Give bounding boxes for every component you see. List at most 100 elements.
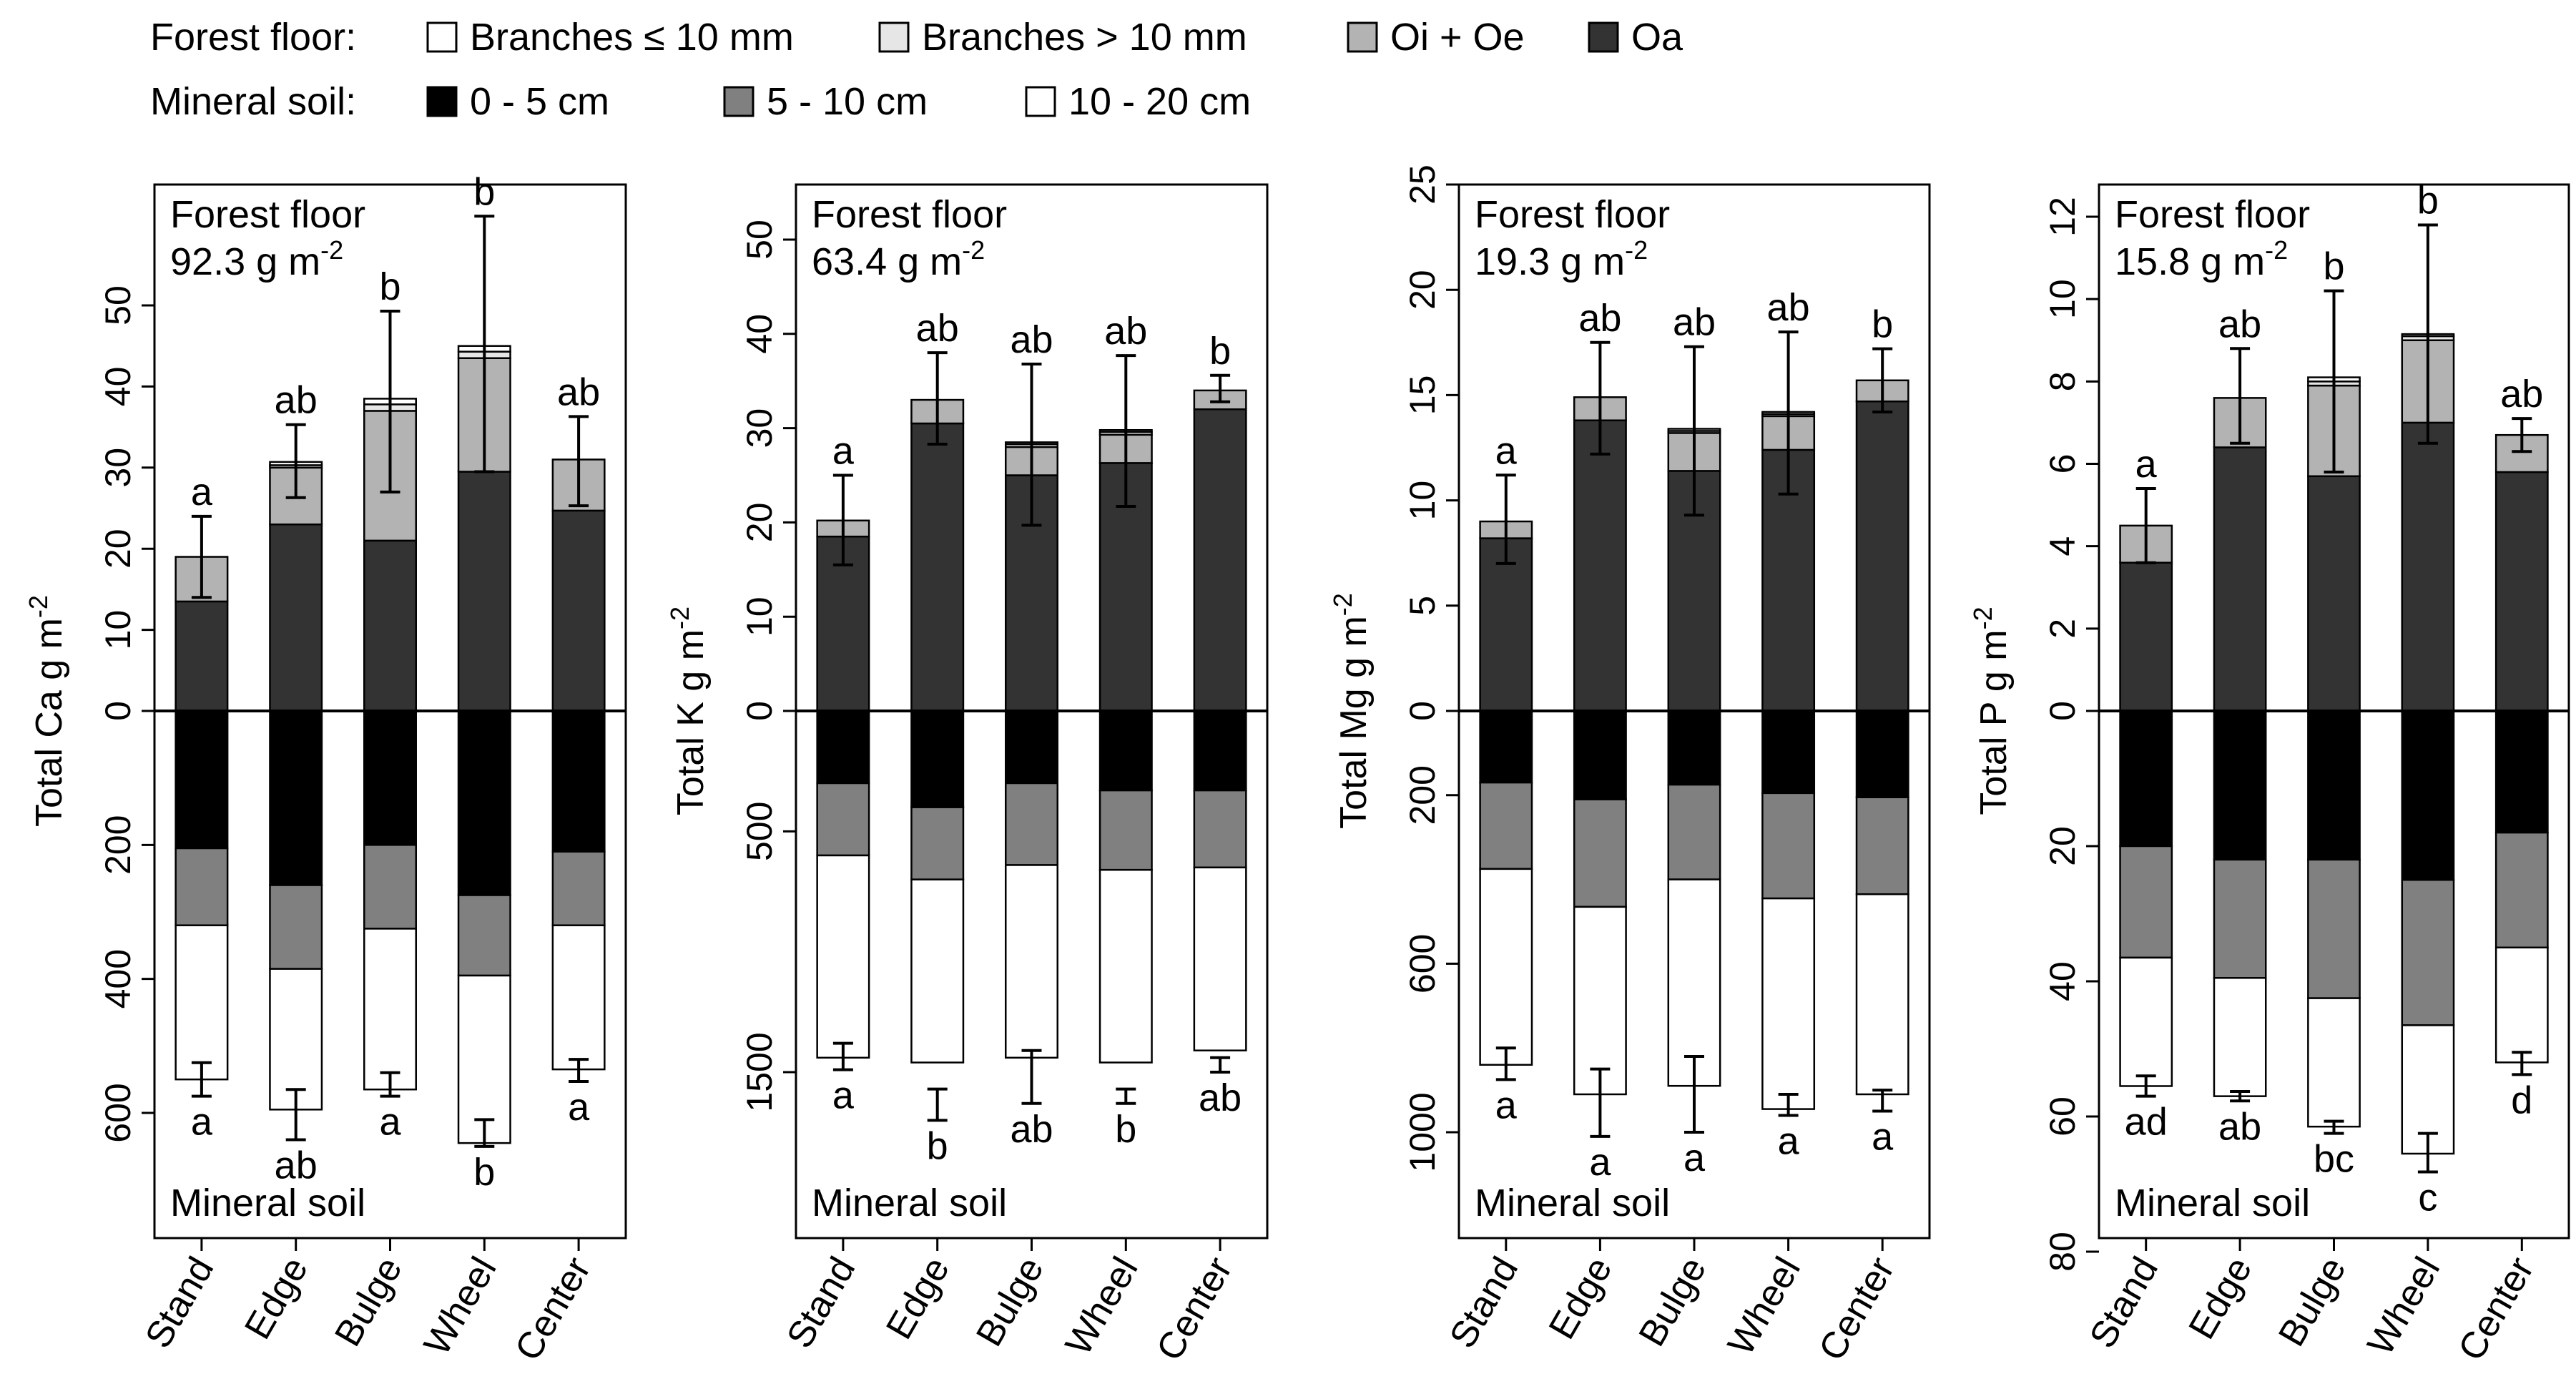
legend: Forest floor: Branches ≤ 10 mm Branches > …: [150, 16, 1683, 123]
category-label-stand: Stand: [779, 1250, 863, 1355]
panel-total-exp: -2: [1625, 235, 1648, 265]
sig-label-bottom: d: [2511, 1079, 2532, 1121]
panel-title-mineral-soil: Mineral soil: [170, 1182, 365, 1224]
legend-title-forest-floor: Forest floor:: [150, 16, 356, 59]
bar-bottom-0-5-cm-wheel: [1761, 710, 1816, 795]
category-label-edge: Edge: [2181, 1250, 2261, 1346]
panel-total: 19.3 g m-2: [1475, 235, 1648, 283]
bar-bottom-5-10-cm-stand: [2119, 845, 2173, 959]
bar-bottom-5-10-cm-wheel: [457, 894, 511, 977]
bar-bottom-5-10-cm-edge: [269, 884, 323, 970]
bar-bottom-10-20-cm-stand: [174, 924, 229, 1081]
bar-bottom-5-10-cm-center: [1855, 796, 1909, 895]
bar-top-oa-edge: [1573, 419, 1627, 712]
sig-label-top: ab: [1767, 286, 1810, 329]
bar-bottom-0-5-cm-center: [551, 710, 606, 853]
bar-bottom-10-20-cm-stand: [2119, 956, 2173, 1087]
y-tick-label-bottom: 60: [2042, 1096, 2083, 1137]
category-label-wheel: Wheel: [1720, 1250, 1809, 1363]
y-tick-label-top: 50: [98, 285, 138, 325]
panel-total-main: 19.3 g m: [1475, 240, 1625, 283]
sig-label-top: ab: [2500, 373, 2543, 416]
legend-label-forest-floor-0: Branches ≤ 10 mm: [470, 16, 794, 59]
panel-title-mineral-soil: Mineral soil: [2115, 1182, 2310, 1224]
bar-top-oa-stand: [1479, 537, 1533, 712]
sig-label-bottom: a: [568, 1086, 590, 1129]
y-tick-label-bottom: 20: [2042, 826, 2083, 866]
panel-title-mineral-soil: Mineral soil: [1475, 1182, 1670, 1224]
bar-bottom-10-20-cm-edge: [1573, 905, 1627, 1096]
bar-bottom-10-20-cm-bulge: [1005, 864, 1058, 1059]
bar-bottom-0-5-cm-center: [1193, 710, 1247, 792]
bar-bottom-10-20-cm-stand: [1479, 868, 1533, 1066]
y-axis-label-exp: -2: [1968, 607, 1997, 629]
sig-label-bottom: ab: [275, 1144, 318, 1187]
sig-label-bottom: b: [927, 1124, 948, 1167]
bar-bottom-5-10-cm-wheel: [1761, 792, 1816, 900]
bar-bottom-10-20-cm-bulge: [363, 928, 417, 1091]
category-label-center: Center: [507, 1250, 599, 1368]
bar-bottom-10-20-cm-wheel: [1098, 868, 1153, 1064]
sig-label-top: b: [473, 170, 495, 213]
sig-label-top: ab: [1578, 297, 1621, 340]
sig-label-top: ab: [2218, 303, 2261, 345]
sig-label-top: ab: [275, 379, 318, 422]
y-tick-label-top: 10: [2042, 279, 2083, 319]
sig-label-top: b: [379, 265, 400, 308]
y-axis-label-exp: -2: [1328, 593, 1357, 616]
bar-bottom-10-20-cm-center: [1855, 893, 1909, 1096]
bar-top-oa-edge: [269, 523, 323, 712]
bar-bottom-0-5-cm-center: [2494, 710, 2549, 834]
bar-bottom-10-20-cm-edge: [910, 878, 965, 1064]
sig-label-top: ab: [1104, 310, 1147, 353]
bar-bottom-10-20-cm-wheel: [457, 974, 511, 1144]
bar-top-oa-center: [2494, 471, 2549, 712]
y-tick-label-top: 6: [2042, 454, 2083, 474]
sig-label-bottom: ab: [1010, 1108, 1053, 1151]
sig-label-bottom: a: [1589, 1141, 1611, 1184]
bar-top-oa-bulge: [363, 539, 417, 712]
legend-swatch-mineral-soil-1: [723, 86, 754, 117]
y-tick-label-top: 40: [98, 367, 138, 407]
panel-total: 63.4 g m-2: [812, 235, 985, 283]
y-axis-label-exp: -2: [24, 595, 53, 618]
y-tick-label-top: 10: [739, 597, 780, 637]
category-label-wheel: Wheel: [416, 1250, 505, 1363]
sig-label-top: b: [2417, 180, 2439, 222]
legend-swatch-forest-floor-1: [878, 21, 910, 53]
bar-bottom-5-10-cm-wheel: [1098, 789, 1153, 871]
y-tick-label-top: 25: [1402, 165, 1442, 205]
bar-bottom-5-10-cm-edge: [1573, 798, 1627, 908]
sig-label-top: a: [191, 471, 213, 514]
bar-top-oa-center: [1855, 400, 1909, 712]
legend-swatch-forest-floor-0: [426, 21, 458, 53]
sig-label-bottom: a: [1683, 1137, 1706, 1179]
sig-label-top: b: [1872, 303, 1893, 346]
legend-swatch-mineral-soil-2: [1025, 86, 1056, 117]
bar-bottom-0-5-cm-stand: [174, 710, 229, 850]
sig-label-bottom: b: [473, 1151, 495, 1194]
sig-label-top: a: [2135, 443, 2158, 486]
bar-bottom-5-10-cm-bulge: [363, 844, 417, 930]
y-tick-label-top: 5: [1402, 596, 1442, 616]
legend-label-forest-floor-1: Branches > 10 mm: [922, 16, 1247, 59]
y-tick-label-top: 30: [98, 448, 138, 488]
bar-bottom-0-5-cm-bulge: [1005, 710, 1058, 785]
legend-swatch-forest-floor-3: [1588, 21, 1619, 53]
category-label-stand: Stand: [1442, 1250, 1526, 1355]
sig-label-top: b: [1209, 330, 1231, 373]
y-tick-label-bottom: 0: [2042, 701, 2083, 721]
bar-top-oa-center: [551, 509, 606, 712]
bar-bottom-0-5-cm-edge: [910, 710, 965, 808]
sig-label-top: ab: [916, 307, 959, 350]
sig-label-bottom: a: [379, 1101, 401, 1144]
bar-bottom-10-20-cm-center: [551, 924, 606, 1071]
y-axis-label: Total K g m-2: [665, 607, 712, 815]
sig-label-bottom: c: [2418, 1176, 2437, 1219]
panel-total: 92.3 g m-2: [170, 235, 343, 283]
legend-label-forest-floor-3: Oa: [1631, 16, 1683, 59]
bar-bottom-5-10-cm-bulge: [1667, 783, 1721, 880]
y-tick-label-bottom: 600: [98, 1083, 138, 1142]
